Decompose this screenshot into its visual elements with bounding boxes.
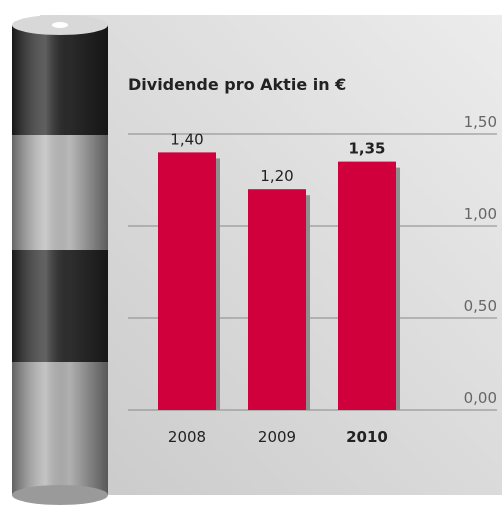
value-label: 1,40 (170, 130, 203, 148)
value-label: 1,20 (260, 167, 293, 185)
x-tick-label: 2008 (168, 428, 206, 446)
bar (338, 161, 396, 410)
x-tick-label: 2009 (258, 428, 296, 446)
chart-title: Dividende pro Aktie in € (128, 75, 346, 94)
bar (158, 152, 216, 410)
y-tick-label: 1,00 (464, 205, 497, 223)
y-tick-label: 1,50 (464, 113, 497, 131)
cylinder (12, 15, 108, 505)
y-tick-label: 0,00 (464, 389, 497, 407)
x-tick-label: 2010 (346, 428, 388, 446)
value-label: 1,35 (348, 140, 385, 158)
bar (248, 189, 306, 410)
y-tick-label: 0,50 (464, 297, 497, 315)
